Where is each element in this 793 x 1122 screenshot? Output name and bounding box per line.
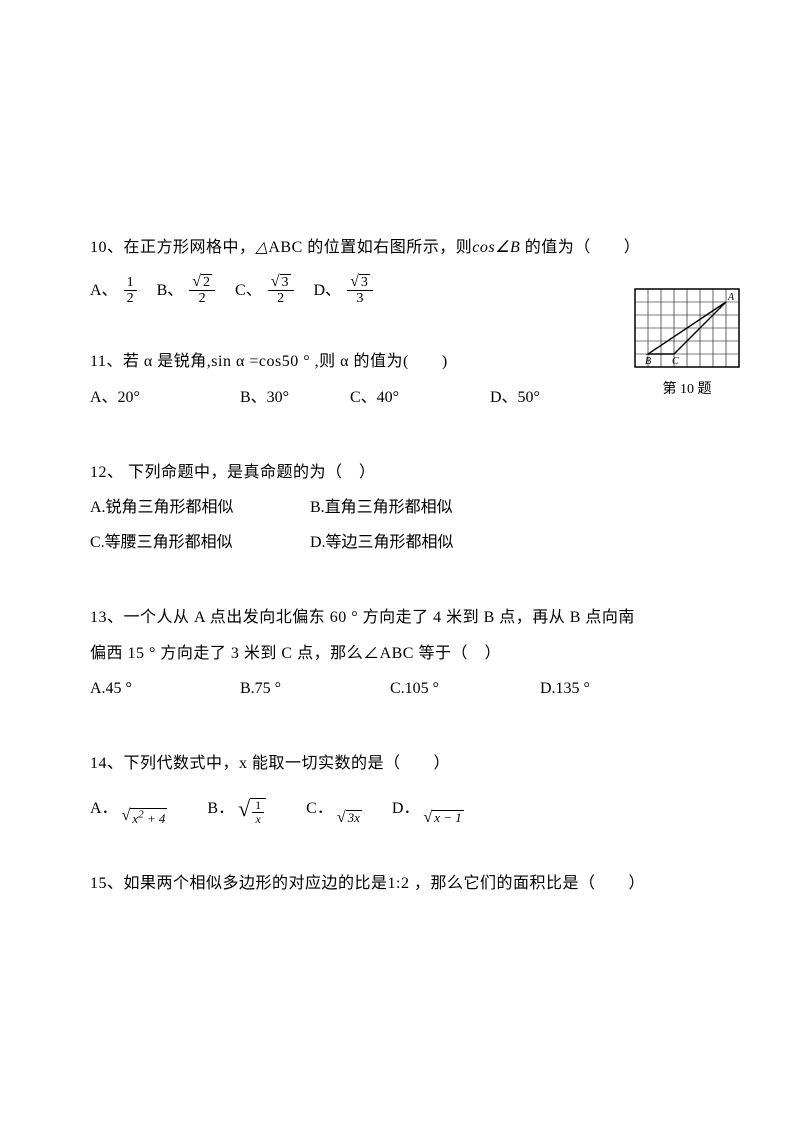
q15-number: 15、 [90,875,124,892]
q12-options-row1: A.锐角三角形都相似 B.直角三角形都相似 [90,490,703,525]
sqrt-expr: √3x [337,810,362,826]
q11-opt-b: B、30° [240,380,350,415]
q10-stem: 10、在正方形网格中，△ABC 的位置如右图所示，则cos∠B 的值为（ ） [90,230,703,265]
question-11: 11、若 α 是锐角,sin α =cos50 ° ,则 α 的值为( ) A、… [90,344,703,414]
q10-cos: cos∠B [472,239,520,256]
expr: x2 + 4 [132,811,165,826]
q10-opt-a-label: A、 [90,273,118,308]
q12-opt-a: A.锐角三角形都相似 [90,490,310,525]
svg-text:B: B [645,356,651,367]
q10-opt-d-label: D、 [314,273,342,308]
q11-opt-c: C、40° [350,380,490,415]
q10-opt-a-frac: 1 2 [124,275,137,307]
q10-opt-a: A、 1 2 [90,273,139,308]
q10-opt-c: C、 √3 2 [235,273,295,308]
q14-number: 14、 [90,755,124,772]
frac-num: √3 [347,274,373,291]
sqrt-expr: √x − 1 [423,810,463,826]
q14-opt-c-label: C． [306,791,333,826]
q12-opt-b: B.直角三角形都相似 [310,490,453,525]
q13-opt-c: C.105 ° [390,671,540,706]
q15-ratio: 1:2 [388,875,410,892]
frac-den: x [253,813,264,826]
q14-opt-b-label: B． [207,791,234,826]
q15-text-after: ，那么它们的面积比是（ ） [409,875,645,892]
q10-number: 10、 [90,239,124,256]
q12-number: 12、 [90,464,124,481]
q14-opt-c: C． √3x [306,791,362,826]
q12-stem: 12、 下列命题中，是真命题的为（ ） [90,455,703,490]
q13-stem: 13、一个人从 A 点出发向北偏东 60 ° 方向走了 4 米到 B 点，再从 … [90,600,703,670]
q13-number: 13、 [90,609,124,626]
q14-options: A． √x2 + 4 B． √ 1 x C． √3x D． √x − 1 [90,791,703,826]
q13-opt-d: D.135 ° [540,671,590,706]
q14-opt-d-label: D． [392,791,420,826]
q13-opt-b: B.75 ° [240,671,390,706]
frac-num: √2 [189,274,215,291]
frac-den: 2 [124,291,137,306]
q14-stem: 14、下列代数式中，x 能取一切实数的是（ ） [90,746,703,781]
q10-figure-caption: 第 10 题 [631,375,743,406]
frac-den: 2 [196,291,209,306]
frac-den: 3 [353,291,366,306]
q10-text-after: 的值为（ ） [520,239,640,256]
question-14: 14、下列代数式中，x 能取一切实数的是（ ） A． √x2 + 4 B． √ … [90,746,703,826]
q10-text-mid: 的位置如右图所示，则 [303,239,473,256]
frac-den: 2 [274,291,287,306]
svg-text:C: C [672,356,679,367]
q14-opt-d: D． √x − 1 [392,791,464,826]
q12-text: 下列命题中，是真命题的为（ ） [124,464,376,481]
q10-opt-c-label: C、 [235,273,262,308]
q11-stem: 11、若 α 是锐角,sin α =cos50 ° ,则 α 的值为( ) [90,344,703,379]
q10-opt-b: B、 √2 2 [157,273,217,308]
grid-svg: B C A [631,285,743,371]
q13-line2: 偏西 15 ° 方向走了 3 米到 C 点，那么∠ABC 等于（ ） [90,636,703,671]
q14-opt-a: A． √x2 + 4 [90,791,167,826]
q10-triangle: △ABC [256,239,303,256]
q12-opt-d: D.等边三角形都相似 [310,525,454,560]
question-12: 12、 下列命题中，是真命题的为（ ） A.锐角三角形都相似 B.直角三角形都相… [90,455,703,561]
q10-text-before: 在正方形网格中， [124,239,256,256]
q13-options: A.45 ° B.75 ° C.105 ° D.135 ° [90,671,703,706]
q14-opt-b: B． √ 1 x [207,791,266,826]
q10-figure: B C A 第 10 题 [631,285,743,406]
q10-opt-d: D、 √3 3 [314,273,375,308]
q11-opt-a: A、20° [90,380,240,415]
q10-opt-b-label: B、 [157,273,184,308]
q12-opt-c: C.等腰三角形都相似 [90,525,310,560]
question-13: 13、一个人从 A 点出发向北偏东 60 ° 方向走了 4 米到 B 点，再从 … [90,600,703,706]
q14-text: 下列代数式中，x 能取一切实数的是（ ） [124,755,451,772]
q13-line1: 一个人从 A 点出发向北偏东 60 ° 方向走了 4 米到 B 点，再从 B 点… [124,609,635,626]
q10-opt-d-frac: √3 3 [347,274,373,307]
svg-text:A: A [727,292,735,303]
question-10: 10、在正方形网格中，△ABC 的位置如右图所示，则cos∠B 的值为（ ） A… [90,230,703,308]
frac-num: √3 [268,274,294,291]
q10-opt-c-frac: √3 2 [268,274,294,307]
q11-options: A、20° B、30° C、40° D、50° [90,380,703,415]
q11-text: 若 α 是锐角,sin α =cos50 ° ,则 α 的值为( ) [123,353,448,370]
q12-options-row2: C.等腰三角形都相似 D.等边三角形都相似 [90,525,703,560]
frac-num: 1 [124,275,137,291]
q10-opt-b-frac: √2 2 [189,274,215,307]
question-15: 15、如果两个相似多边形的对应边的比是1:2 ，那么它们的面积比是（ ） [90,866,703,901]
q14-opt-a-label: A． [90,791,118,826]
q15-text-before: 如果两个相似多边形的对应边的比是 [124,875,388,892]
q13-opt-a: A.45 ° [90,671,240,706]
sqrt-expr: √x2 + 4 [122,808,168,827]
q10-options: A、 1 2 B、 √2 2 C、 √3 2 [90,273,703,308]
frac-num: 1 [252,799,264,813]
q11-number: 11、 [90,353,123,370]
q15-stem: 15、如果两个相似多边形的对应边的比是1:2 ，那么它们的面积比是（ ） [90,866,703,901]
sqrt-expr: √ 1 x [238,798,266,826]
q11-opt-d: D、50° [490,380,540,415]
